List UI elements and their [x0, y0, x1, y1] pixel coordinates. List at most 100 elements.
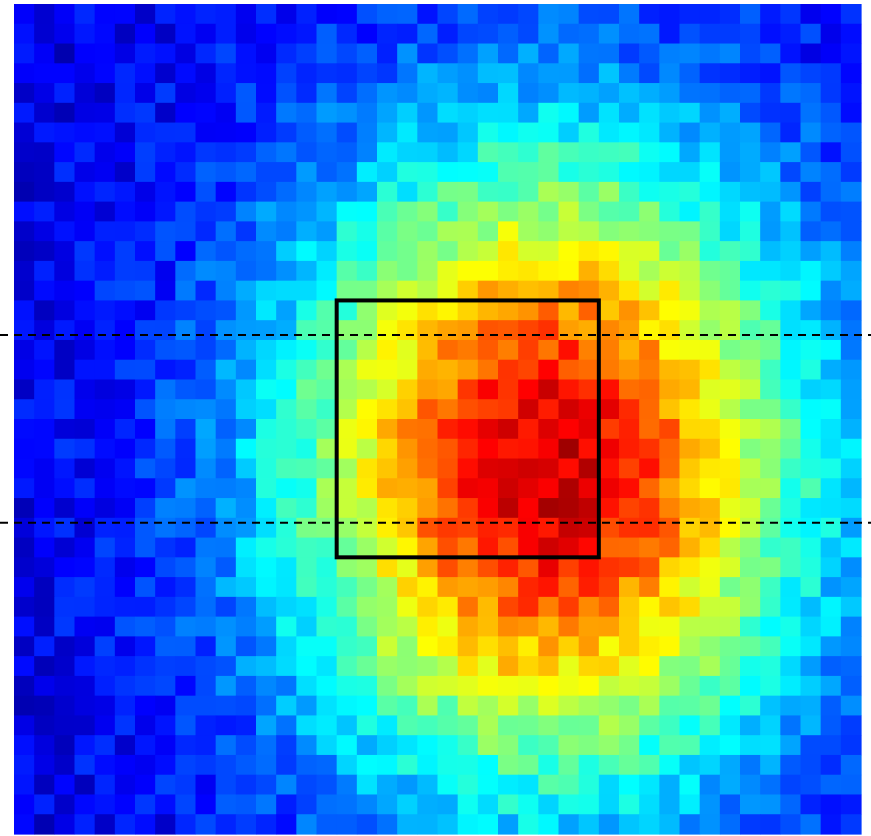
heatmap-cell [114, 715, 136, 736]
heatmap-cell [397, 63, 418, 84]
heatmap-cell [377, 557, 398, 578]
heatmap-cell [780, 359, 802, 381]
heatmap-cell [760, 201, 781, 222]
heatmap-cell [94, 63, 116, 84]
heatmap-cell [114, 280, 136, 302]
heatmap-cell [74, 23, 96, 45]
heatmap-cell [760, 537, 781, 558]
heatmap-cell [94, 122, 116, 143]
heatmap-cell [639, 596, 660, 618]
heatmap-cell [598, 122, 620, 143]
heatmap-cell [135, 814, 156, 835]
heatmap-cell [316, 399, 338, 420]
heatmap-cell [276, 656, 297, 677]
heatmap-cell [34, 557, 55, 578]
heatmap-cell [296, 537, 318, 558]
heatmap-cell [457, 320, 479, 341]
heatmap-cell [54, 23, 76, 45]
heatmap-cell [699, 181, 721, 203]
heatmap-cell [457, 675, 479, 697]
heatmap-cell [417, 458, 439, 479]
heatmap-cell [498, 517, 519, 539]
heatmap-cell [316, 656, 338, 677]
heatmap-cell [114, 458, 136, 479]
heatmap-cell [679, 478, 701, 499]
heatmap-cell [316, 577, 338, 598]
heatmap-cell [719, 241, 741, 262]
heatmap-cell [699, 280, 721, 302]
heatmap-cell [659, 399, 681, 420]
heatmap-cell [256, 142, 277, 163]
heatmap-cell [659, 83, 681, 104]
heatmap-cell [74, 794, 96, 815]
heatmap-cell [538, 339, 560, 361]
heatmap-cell [417, 814, 439, 835]
heatmap-cell [34, 419, 55, 440]
heatmap-cell [296, 715, 318, 736]
heatmap-cell [437, 142, 459, 163]
heatmap-cell [538, 616, 560, 637]
heatmap-cell [316, 359, 338, 381]
heatmap-cell [397, 201, 418, 222]
heatmap-cell [296, 83, 318, 104]
heatmap-cell [316, 142, 338, 163]
heatmap-cell [336, 260, 358, 282]
heatmap-cell [235, 596, 257, 618]
heatmap-cell [840, 616, 862, 637]
heatmap-cell [74, 280, 96, 302]
heatmap-cell [457, 201, 479, 222]
heatmap-cell [356, 142, 378, 163]
heatmap-cell [356, 399, 378, 420]
heatmap-cell [699, 339, 721, 361]
heatmap-cell [780, 280, 802, 302]
heatmap-cell [377, 438, 398, 460]
heatmap-cell [397, 280, 418, 302]
heatmap-cell [114, 735, 136, 756]
heatmap-cell [256, 162, 277, 183]
heatmap-cell [74, 557, 96, 578]
heatmap-cell [578, 142, 600, 163]
heatmap-cell [316, 260, 338, 282]
heatmap-cell [316, 735, 338, 756]
heatmap-cell [840, 142, 862, 163]
heatmap-cell [296, 616, 318, 637]
heatmap-cell [719, 794, 741, 815]
heatmap-cell [477, 43, 499, 64]
heatmap-cell [659, 359, 681, 381]
heatmap-cell [437, 438, 459, 460]
heatmap-cell [296, 260, 318, 282]
heatmap-cell [135, 636, 156, 657]
heatmap-cell [639, 63, 660, 84]
heatmap-cell [558, 419, 580, 440]
heatmap-cell [538, 419, 560, 440]
heatmap-cell [659, 260, 681, 282]
heatmap-cell [800, 419, 822, 440]
heatmap-cell [760, 23, 781, 45]
heatmap-cell [54, 83, 76, 104]
heatmap-cell [740, 636, 761, 657]
heatmap-cell [14, 774, 35, 796]
heatmap-cell [780, 122, 802, 143]
heatmap-cell [437, 458, 459, 479]
heatmap-cell [215, 43, 237, 64]
heatmap-cell [719, 616, 741, 637]
heatmap-cell [498, 339, 519, 361]
heatmap-cell [114, 241, 136, 262]
heatmap-cell [377, 754, 398, 776]
heatmap-cell [195, 201, 217, 222]
heatmap-cell [54, 675, 76, 697]
heatmap-cell [397, 735, 418, 756]
heatmap-cell [619, 814, 640, 835]
heatmap-cell [336, 715, 358, 736]
heatmap-cell [639, 794, 660, 815]
heatmap-cell [397, 814, 418, 835]
heatmap-cell [800, 300, 822, 321]
heatmap-cell [719, 83, 741, 104]
heatmap-cell [639, 181, 660, 203]
heatmap-cell [175, 23, 197, 45]
heatmap-cell [417, 616, 439, 637]
heatmap-cell [538, 735, 560, 756]
heatmap-cell [477, 537, 499, 558]
heatmap-cell [356, 735, 378, 756]
heatmap-cell [538, 83, 560, 104]
